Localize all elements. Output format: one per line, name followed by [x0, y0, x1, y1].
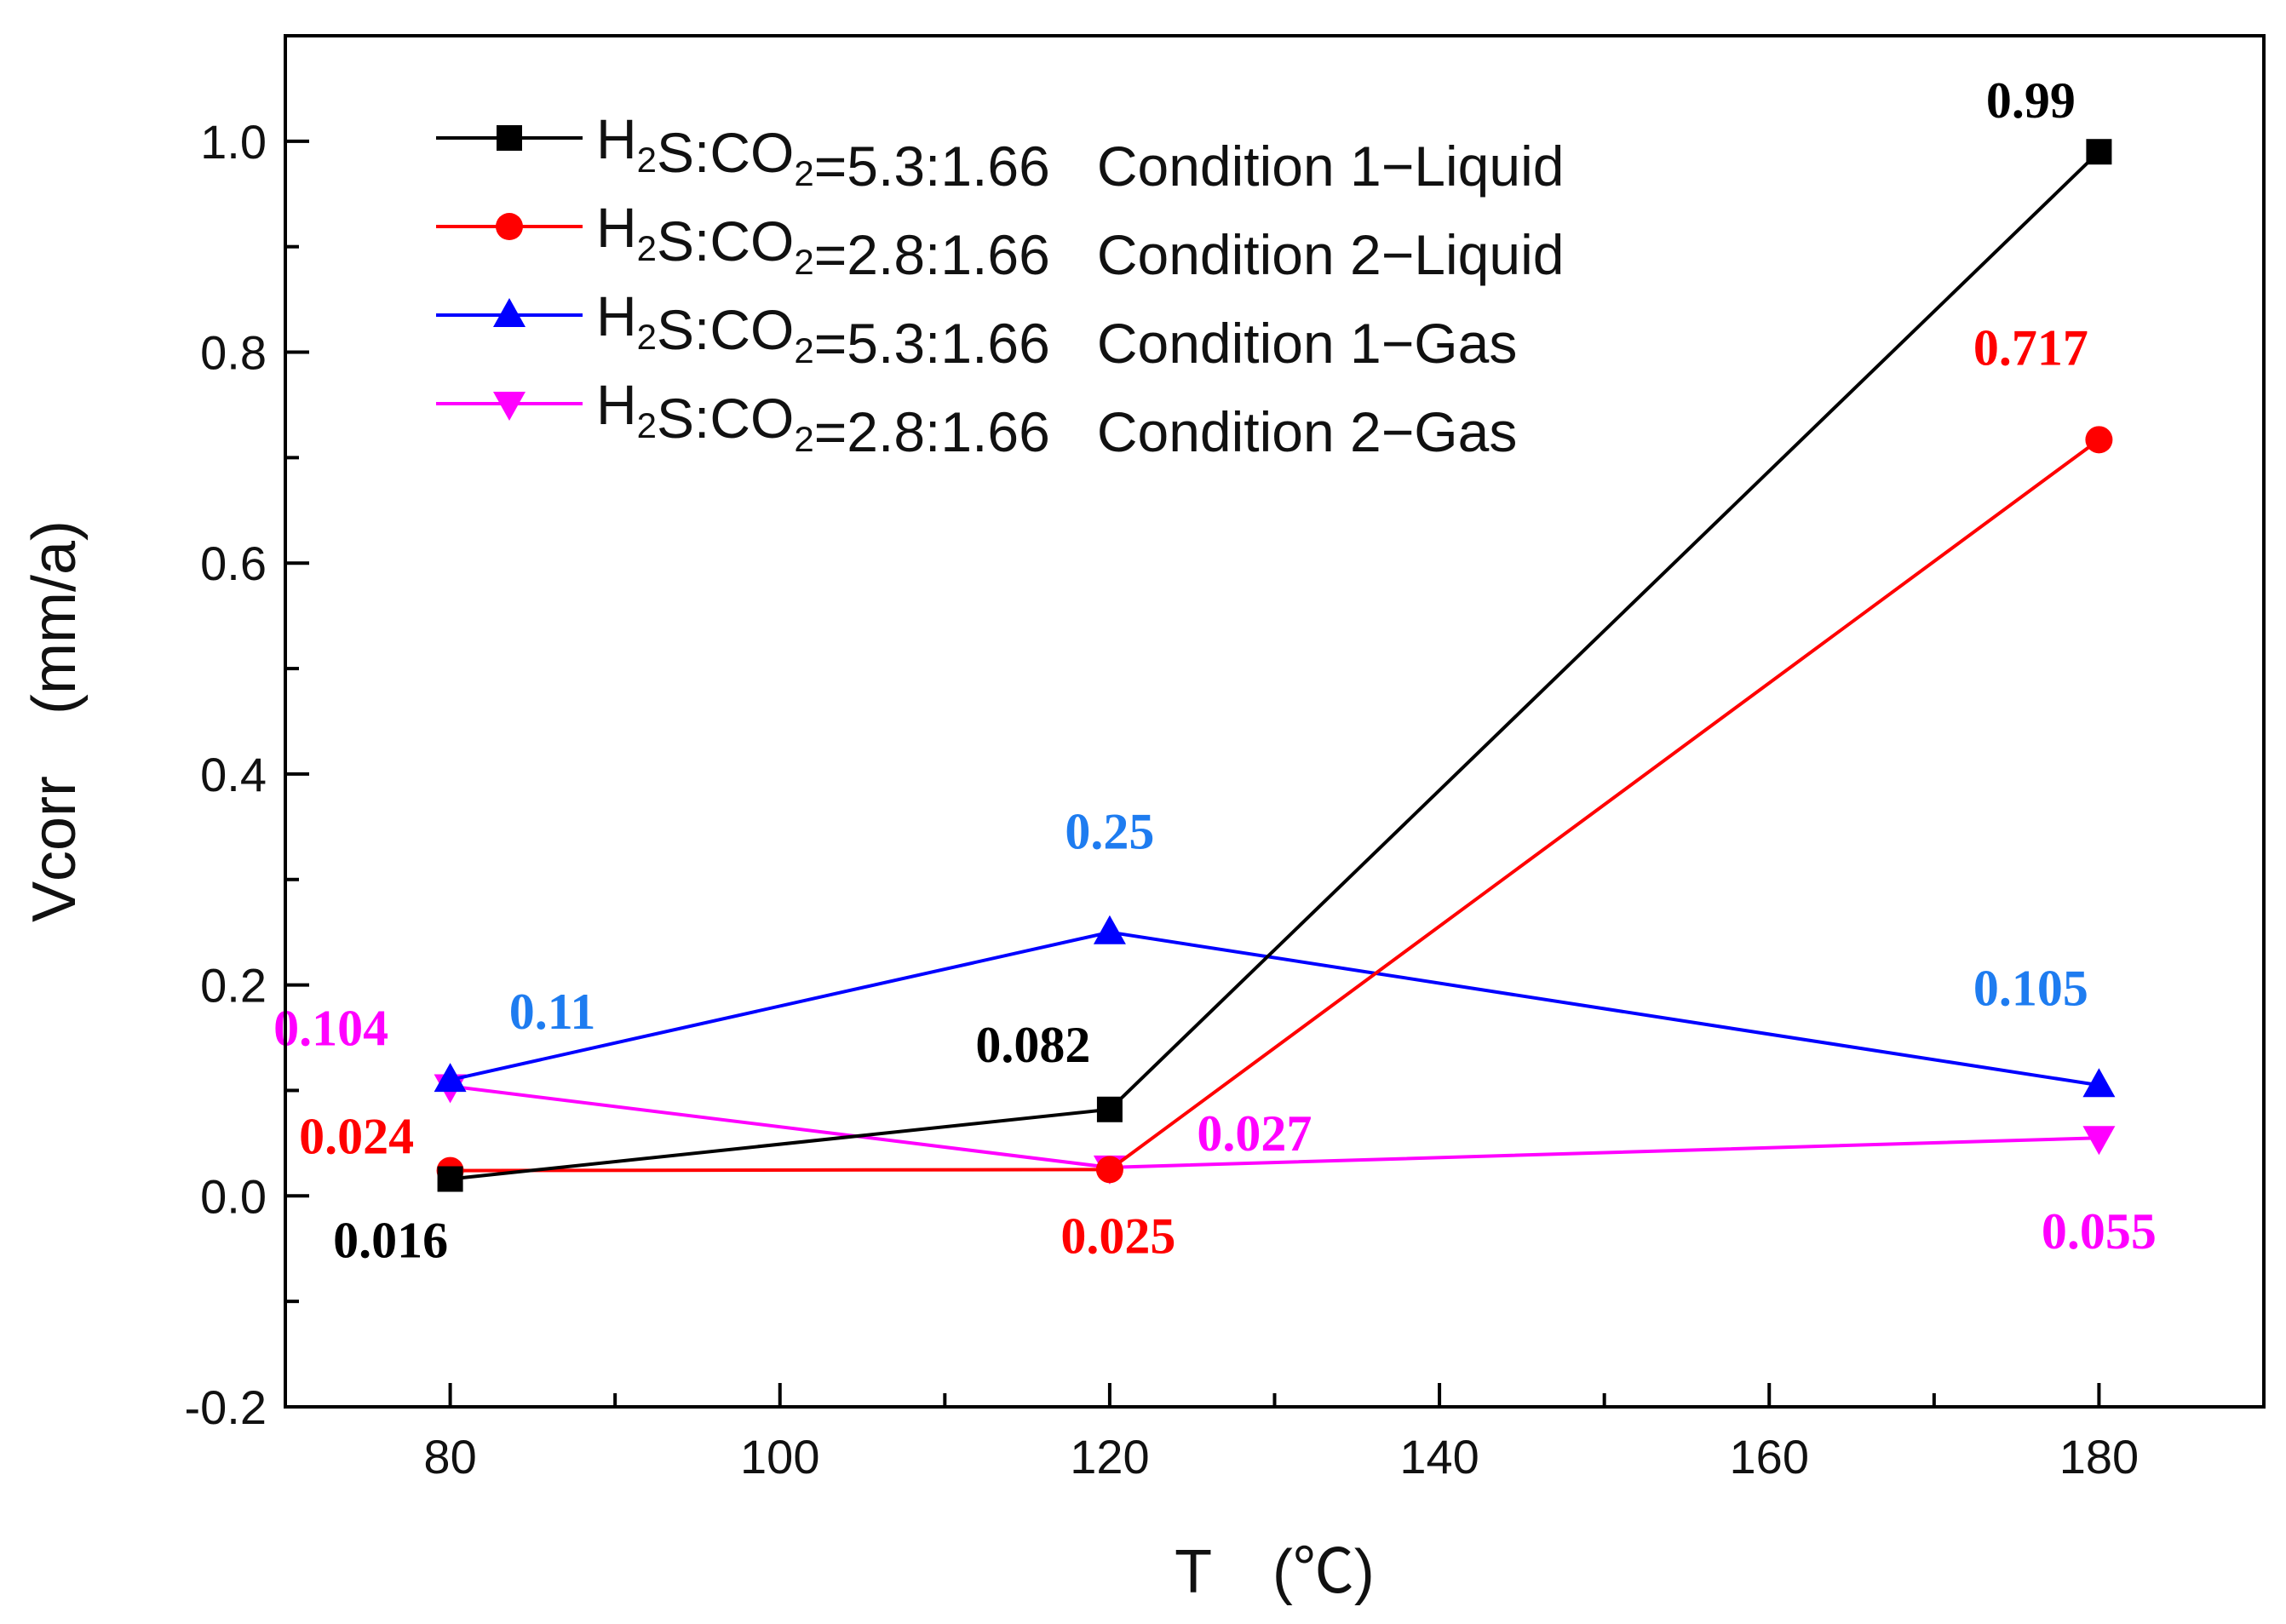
- data-label: 0.025: [1060, 1208, 1175, 1264]
- x-tick-label: 80: [423, 1430, 476, 1483]
- data-label: 0.99: [1986, 72, 2076, 129]
- data-label: 0.105: [1973, 960, 2088, 1016]
- x-tick-label: 160: [1730, 1430, 1809, 1483]
- legend-item-2: H2S:CO2=2.8:1.66 Condition 2−Liquid: [436, 196, 1564, 286]
- y-tick-label: 0.4: [200, 748, 267, 801]
- data-label: 0.104: [273, 1001, 388, 1057]
- y-axis-title: Vcorr (mm/a): [20, 520, 89, 922]
- axes-ticks: 80 100 120 140 160 180 -0.2 0.0 0.2 0.4 0.6 0.8 1.0: [185, 115, 2140, 1483]
- y-tick-label: 1.0: [200, 115, 267, 169]
- y-tick-label: 0.2: [200, 959, 267, 1013]
- data-label: 0.082: [975, 1017, 1090, 1073]
- legend: H2S:CO2=5.3:1.66 Condition 1−LiquidH2S:C…: [436, 107, 1564, 463]
- data-point: [1096, 1096, 1123, 1122]
- legend-marker: [497, 125, 522, 151]
- data-labels: 0.016 0.082 0.99 0.024 0.025 0.717 0.11 0.25 0.1…: [273, 72, 2157, 1268]
- data-label: 0.25: [1065, 804, 1154, 860]
- data-point: [437, 1166, 463, 1192]
- series-2: [436, 426, 2113, 1185]
- data-point: [1095, 1156, 1123, 1184]
- legend-label: H2S:CO2=5.3:1.66 Condition 1−Liquid: [596, 107, 1564, 198]
- y-tick-label: -0.2: [185, 1380, 267, 1434]
- series-line: [450, 930, 2099, 1087]
- legend-item-3: H2S:CO2=5.3:1.66 Condition 1−Gas: [436, 284, 1517, 375]
- data-label: 0.024: [299, 1109, 414, 1165]
- data-label: 0.11: [509, 984, 596, 1040]
- data-point: [2086, 139, 2112, 165]
- data-label: 0.027: [1197, 1105, 1312, 1162]
- data-label: 0.055: [2042, 1203, 2157, 1260]
- x-tick-label: 120: [1070, 1430, 1149, 1483]
- series-3: [434, 915, 2116, 1098]
- legend-label: H2S:CO2=5.3:1.66 Condition 1−Gas: [596, 284, 1517, 375]
- legend-marker: [496, 213, 523, 240]
- x-tick-label: 140: [1399, 1430, 1479, 1483]
- data-point: [1093, 915, 1126, 944]
- series-1: [437, 139, 2112, 1192]
- data-point: [434, 1063, 467, 1093]
- x-tick-label: 100: [740, 1430, 819, 1483]
- data-label: 0.016: [333, 1212, 448, 1268]
- data-point: [2085, 426, 2113, 454]
- data-point: [2082, 1068, 2116, 1098]
- legend-item-1: H2S:CO2=5.3:1.66 Condition 1−Liquid: [436, 107, 1564, 198]
- y-tick-label: 0.0: [200, 1169, 267, 1223]
- legend-marker: [493, 298, 526, 327]
- x-axis-title: T (℃): [1175, 1538, 1375, 1606]
- plot-frame: [284, 34, 2266, 1409]
- series-line: [450, 438, 2100, 1173]
- y-tick-label: 0.6: [200, 537, 267, 590]
- data-point: [2082, 1126, 2116, 1156]
- plot-series: [434, 139, 2116, 1192]
- x-tick-label: 180: [2059, 1430, 2139, 1483]
- data-label: 0.717: [1973, 319, 2088, 376]
- legend-label: H2S:CO2=2.8:1.66 Condition 2−Liquid: [596, 196, 1564, 286]
- legend-item-4: H2S:CO2=2.8:1.66 Condition 2−Gas: [436, 373, 1517, 463]
- legend-label: H2S:CO2=2.8:1.66 Condition 2−Gas: [596, 373, 1517, 463]
- legend-marker: [493, 392, 526, 421]
- y-tick-label: 0.8: [200, 326, 267, 380]
